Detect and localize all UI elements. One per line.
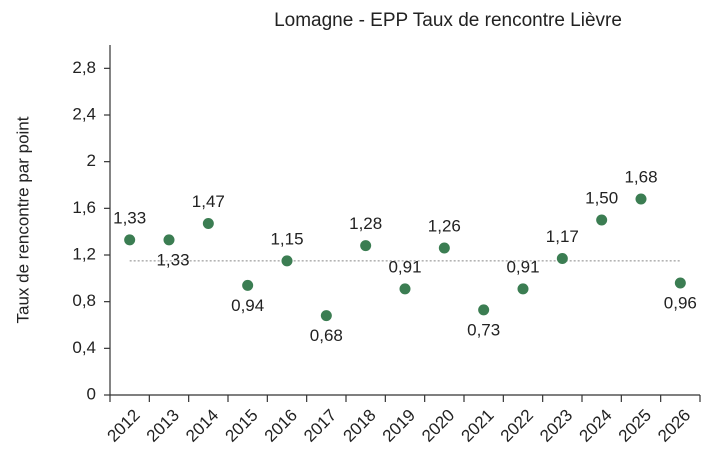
- marker: [281, 255, 293, 267]
- marker: [438, 242, 450, 254]
- y-tick-label: 2,8: [72, 58, 96, 77]
- x-tick-label: 2018: [339, 406, 379, 446]
- y-tick-label: 2: [87, 151, 96, 170]
- y-tick-label: 1,2: [72, 244, 96, 263]
- y-axis-title: Taux de rencontre par point: [13, 116, 32, 323]
- data-label: 1,33: [113, 208, 146, 227]
- marker: [124, 234, 136, 246]
- x-tick-label: 2023: [536, 406, 576, 446]
- y-tick-label: 2,4: [72, 104, 96, 123]
- marker: [635, 193, 647, 205]
- marker: [163, 234, 175, 246]
- x-tick-label: 2026: [654, 406, 694, 446]
- marker: [242, 279, 254, 291]
- x-tick-label: 2019: [379, 406, 419, 446]
- data-label: 0,94: [231, 296, 264, 315]
- x-tick-label: 2022: [497, 406, 537, 446]
- marker: [202, 218, 214, 229]
- marker: [320, 310, 332, 322]
- data-label: 1,28: [349, 214, 382, 233]
- data-label: 1,47: [192, 192, 225, 211]
- marker: [399, 283, 411, 295]
- y-tick-label: 0,8: [72, 291, 96, 310]
- x-tick-label: 2021: [457, 406, 497, 446]
- marker: [674, 277, 686, 289]
- chart-title: Lomagne - EPP Taux de rencontre Lièvre: [274, 10, 622, 31]
- marker: [360, 240, 372, 252]
- data-label: 1,68: [624, 167, 657, 186]
- x-tick-label: 2013: [143, 406, 183, 446]
- marker: [478, 304, 490, 316]
- x-tick-label: 2016: [261, 406, 301, 446]
- data-label: 0,91: [506, 257, 539, 276]
- y-tick-label: 0: [87, 384, 96, 403]
- x-tick-label: 2025: [615, 406, 655, 446]
- data-label: 1,50: [585, 188, 618, 207]
- x-tick-label: 2024: [575, 406, 615, 446]
- marker: [596, 214, 608, 226]
- x-tick-label: 2012: [103, 406, 143, 446]
- marker: [556, 253, 568, 264]
- marker: [517, 283, 529, 295]
- data-label: 1,17: [546, 227, 579, 246]
- data-label: 0,73: [467, 320, 500, 339]
- data-label: 1,15: [270, 229, 303, 248]
- x-tick-label: 2020: [418, 406, 458, 446]
- data-label: 0,96: [664, 293, 697, 312]
- data-label: 1,26: [428, 216, 461, 235]
- x-tick-label: 2015: [221, 406, 261, 446]
- x-tick-label: 2014: [182, 406, 222, 446]
- y-tick-label: 1,6: [72, 198, 96, 217]
- data-label: 0,68: [310, 326, 343, 345]
- data-label: 0,91: [388, 257, 421, 276]
- y-tick-label: 0,4: [72, 338, 96, 357]
- data-label: 1,33: [156, 250, 189, 269]
- x-tick-label: 2017: [300, 406, 340, 446]
